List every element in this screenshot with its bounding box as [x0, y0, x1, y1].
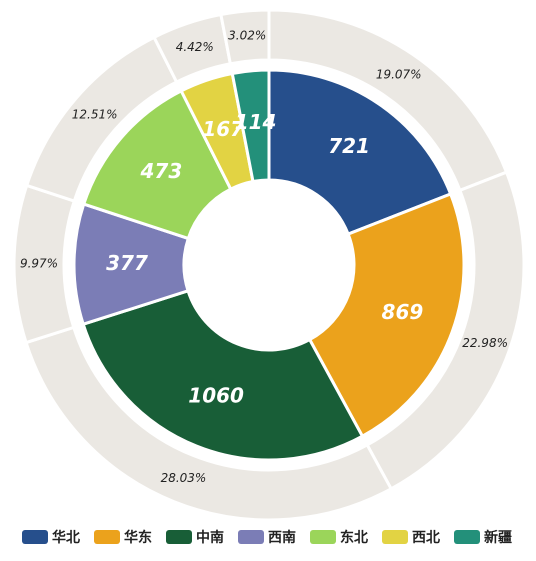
- legend-swatch: [166, 530, 192, 544]
- value-label: 721: [328, 134, 370, 158]
- slice: [307, 192, 466, 439]
- legend-label: 新疆: [484, 529, 512, 546]
- percent-label: 22.98%: [462, 336, 508, 350]
- legend-swatch: [22, 530, 48, 544]
- value-label: 114: [235, 110, 277, 134]
- value-label: 473: [140, 159, 183, 183]
- percent-label: 4.42%: [176, 40, 214, 54]
- legend-swatch: [382, 530, 408, 544]
- legend-swatch: [310, 530, 336, 544]
- percent-label: 3.02%: [228, 29, 266, 43]
- slice: [230, 68, 271, 184]
- value-label: 869: [382, 300, 424, 324]
- slice: [219, 8, 271, 66]
- legend-label: 东北: [340, 529, 368, 546]
- slice: [81, 88, 233, 241]
- slice: [81, 288, 365, 462]
- legend-label: 华东: [124, 529, 152, 546]
- legend-swatch: [238, 530, 264, 544]
- value-label: 377: [106, 251, 148, 275]
- percent-label: 19.07%: [376, 68, 422, 82]
- percent-label: 9.97%: [20, 257, 58, 271]
- legend-label: 西南: [268, 529, 296, 546]
- legend-label: 中南: [196, 529, 224, 546]
- value-label: 1060: [188, 383, 244, 407]
- legend-swatch: [454, 530, 480, 544]
- value-label: 167: [202, 117, 244, 141]
- legend-label: 西北: [412, 530, 440, 546]
- slice: [267, 68, 453, 236]
- legend-swatch: [94, 530, 120, 544]
- percent-label: 28.03%: [161, 471, 207, 485]
- percent-label: 12.51%: [72, 108, 118, 122]
- legend-label: 华北: [52, 529, 80, 546]
